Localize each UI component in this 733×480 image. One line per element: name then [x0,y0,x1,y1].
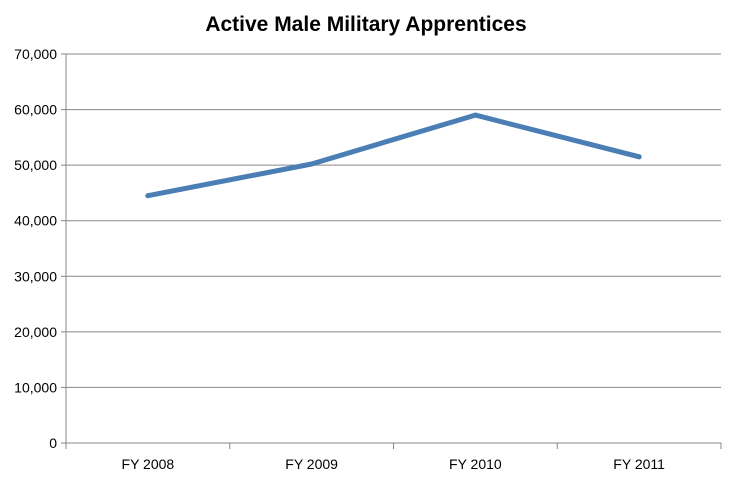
series-line [145,112,642,199]
y-tick-label: 70,000 [14,46,57,62]
data-point [309,161,315,167]
x-tick-label: FY 2011 [613,456,665,472]
axes [61,53,722,449]
data-point [472,112,478,118]
data-point [636,154,642,160]
x-tick-label: FY 2009 [285,456,338,472]
y-tick-label: 50,000 [14,157,57,173]
x-tick-labels: FY 2008 FY 2009 FY 2010 FY 2011 [122,456,666,472]
x-tick-label: FY 2010 [449,456,502,472]
gridlines [66,53,721,388]
data-point [145,193,151,199]
y-tick-label: 30,000 [14,268,57,284]
y-tick-label: 0 [49,435,57,451]
y-tick-label: 60,000 [14,102,57,118]
y-tick-label: 10,000 [14,379,57,395]
y-tick-labels: 0 10,000 20,000 30,000 40,000 50,000 60,000 70,… [14,46,57,451]
y-tick-label: 40,000 [14,213,57,229]
chart-title: Active Male Military Apprentices [205,13,526,36]
y-tick-label: 20,000 [14,324,57,340]
series-lines [145,112,642,199]
x-tick-label: FY 2008 [122,456,175,472]
